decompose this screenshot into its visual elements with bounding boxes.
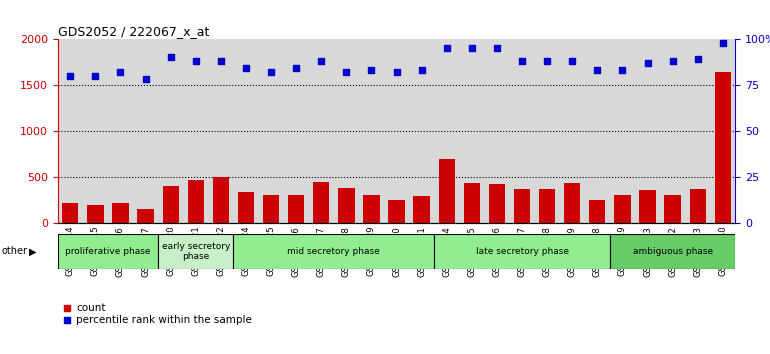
Point <box>165 55 177 60</box>
Bar <box>62 203 79 223</box>
Bar <box>639 190 656 223</box>
Text: early secretory
phase: early secretory phase <box>162 242 230 261</box>
Point <box>541 58 554 64</box>
Bar <box>137 209 154 223</box>
Point <box>290 65 303 71</box>
Text: late secretory phase: late secretory phase <box>476 247 568 256</box>
Point <box>516 58 528 64</box>
Bar <box>539 189 555 223</box>
Point <box>691 56 704 62</box>
Bar <box>589 200 605 223</box>
Bar <box>464 183 480 223</box>
Bar <box>238 192 254 223</box>
Point <box>641 60 654 66</box>
Bar <box>112 203 129 223</box>
Text: ▶: ▶ <box>29 246 37 256</box>
Bar <box>388 200 405 223</box>
Text: GDS2052 / 222067_x_at: GDS2052 / 222067_x_at <box>58 25 209 38</box>
Text: other: other <box>2 246 28 256</box>
Point <box>390 69 403 75</box>
Point <box>189 58 202 64</box>
Bar <box>439 159 455 223</box>
Bar <box>514 189 531 223</box>
Bar <box>665 195 681 223</box>
Bar <box>434 234 610 269</box>
Bar <box>413 196 430 223</box>
Point <box>416 67 428 73</box>
Point <box>139 76 152 82</box>
Bar <box>489 184 505 223</box>
Bar <box>263 195 280 223</box>
Point <box>591 67 604 73</box>
Bar <box>162 186 179 223</box>
Legend: count, percentile rank within the sample: count, percentile rank within the sample <box>63 303 253 325</box>
Bar <box>614 195 631 223</box>
Bar <box>87 205 103 223</box>
Point <box>566 58 578 64</box>
Bar <box>288 195 304 223</box>
Point <box>365 67 377 73</box>
Point <box>440 45 453 51</box>
Point <box>239 65 252 71</box>
Bar <box>188 180 204 223</box>
Text: ambiguous phase: ambiguous phase <box>632 247 713 256</box>
Point <box>466 45 478 51</box>
Bar <box>363 195 380 223</box>
Bar <box>213 177 229 223</box>
Bar <box>233 234 434 269</box>
Point <box>89 73 102 79</box>
Point <box>667 58 679 64</box>
Bar <box>564 183 581 223</box>
Point <box>265 69 277 75</box>
Bar <box>610 234 735 269</box>
Point <box>315 58 327 64</box>
Bar <box>715 72 731 223</box>
Point <box>340 69 353 75</box>
Text: proliferative phase: proliferative phase <box>65 247 151 256</box>
Text: mid secretory phase: mid secretory phase <box>287 247 380 256</box>
Point <box>114 69 126 75</box>
Point <box>717 40 729 45</box>
Bar <box>158 234 233 269</box>
Point <box>490 45 503 51</box>
Point <box>215 58 227 64</box>
Point <box>616 67 628 73</box>
Bar <box>690 189 706 223</box>
Bar <box>313 182 330 223</box>
Bar <box>58 234 158 269</box>
Bar <box>338 188 354 223</box>
Point <box>64 73 76 79</box>
